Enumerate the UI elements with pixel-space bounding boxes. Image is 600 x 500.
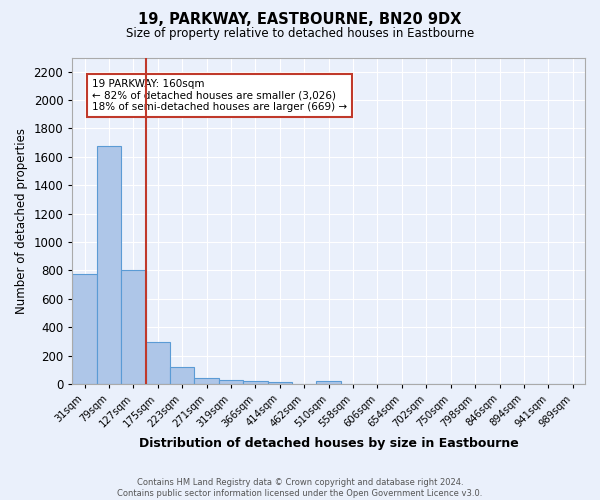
Bar [146, 342, 170, 384]
Bar [121, 270, 146, 384]
Text: Size of property relative to detached houses in Eastbourne: Size of property relative to detached ho… [126, 28, 474, 40]
Bar [219, 380, 243, 384]
Y-axis label: Number of detached properties: Number of detached properties [15, 128, 28, 314]
Text: 19 PARKWAY: 160sqm
← 82% of detached houses are smaller (3,026)
18% of semi-deta: 19 PARKWAY: 160sqm ← 82% of detached hou… [92, 79, 347, 112]
Bar [170, 367, 194, 384]
Bar [316, 381, 341, 384]
Bar [268, 382, 292, 384]
Bar [73, 274, 97, 384]
Bar [194, 378, 219, 384]
Text: Contains HM Land Registry data © Crown copyright and database right 2024.
Contai: Contains HM Land Registry data © Crown c… [118, 478, 482, 498]
Text: 19, PARKWAY, EASTBOURNE, BN20 9DX: 19, PARKWAY, EASTBOURNE, BN20 9DX [139, 12, 461, 28]
Bar [97, 146, 121, 384]
X-axis label: Distribution of detached houses by size in Eastbourne: Distribution of detached houses by size … [139, 437, 518, 450]
Bar [243, 382, 268, 384]
